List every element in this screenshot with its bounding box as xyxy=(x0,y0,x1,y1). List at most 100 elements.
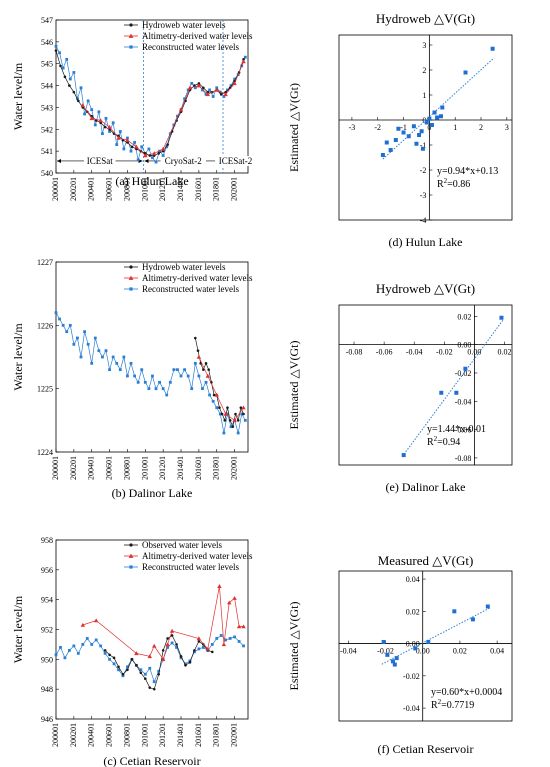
reconstructed-point xyxy=(58,51,61,55)
scatter-point xyxy=(452,609,457,614)
y-tick-label: 954 xyxy=(41,596,53,605)
reconstructed-point xyxy=(219,634,223,637)
scatter-point xyxy=(439,390,444,395)
reconstructed-point xyxy=(79,86,83,90)
mission-label-bg xyxy=(160,155,206,166)
hydroweb-point xyxy=(219,93,223,96)
x-tick-label: 0 xyxy=(427,123,431,132)
mission-arrow xyxy=(144,158,149,163)
fit-equation: y=1.44*x-0.01 xyxy=(427,424,486,435)
x-tick-label: -0.06 xyxy=(376,348,393,357)
y-tick-label: 547 xyxy=(41,16,53,25)
scatter-point xyxy=(392,662,397,667)
reconstructed-point xyxy=(201,88,204,92)
scatter-point xyxy=(427,116,432,121)
reconstructed-point xyxy=(72,342,76,346)
y-axis-label: Water level/m xyxy=(11,595,25,663)
reconstructed-point xyxy=(99,644,103,648)
scatter-point xyxy=(396,126,401,131)
scatter-point xyxy=(393,138,398,142)
fit-line xyxy=(401,319,504,457)
reconstructed-point xyxy=(118,130,122,133)
reconstructed-point xyxy=(157,669,161,673)
legend-marker xyxy=(129,287,133,291)
reconstructed-point xyxy=(229,84,233,87)
y-tick-label: -0.04 xyxy=(403,704,420,713)
scatter-point xyxy=(384,140,389,145)
hydroweb-point xyxy=(179,655,183,658)
reconstructed-point xyxy=(140,145,144,149)
reconstructed-point xyxy=(122,355,126,359)
x-tick-label: 201201 xyxy=(158,723,167,747)
legend-entry: Observed water levels xyxy=(142,540,222,550)
reconstructed-point xyxy=(72,71,76,74)
hydroweb-point xyxy=(226,406,229,409)
x-tick-label: -3 xyxy=(349,123,356,132)
reconstructed-point xyxy=(61,66,65,70)
fit-line xyxy=(382,57,495,160)
reconstructed-point xyxy=(226,412,229,416)
legend-marker xyxy=(129,45,133,49)
reconstructed-point xyxy=(93,123,97,127)
reconstructed-point xyxy=(117,668,120,672)
altimetry-point xyxy=(169,628,175,633)
chart-title: Hydroweb △V(Gt) xyxy=(376,11,475,26)
reconstructed-point xyxy=(197,374,201,378)
reconstructed-point xyxy=(188,659,192,663)
reconstructed-point xyxy=(210,643,214,646)
legend-entry: Reconstructed water levels xyxy=(142,562,239,572)
reconstructed-point xyxy=(222,95,226,98)
altimetry-point xyxy=(241,405,246,410)
x-tick-label: 200201 xyxy=(69,723,78,747)
fit-equation: y=0.94*x+0.13 xyxy=(437,166,498,177)
x-tick-label: 201001 xyxy=(140,177,149,201)
reconstructed-point xyxy=(152,680,156,684)
chart-caption: (b) Dalinor Lake xyxy=(112,486,193,500)
hydroweb-point xyxy=(130,658,134,661)
reconstructed-series-line xyxy=(55,46,246,163)
altimetry-point xyxy=(134,144,139,149)
reconstructed-point xyxy=(161,387,165,391)
reconstructed-point xyxy=(65,330,69,334)
y-tick-label: 2 xyxy=(422,66,426,75)
reconstructed-point xyxy=(161,154,165,157)
r-squared: R2=0.86 xyxy=(437,177,470,190)
hydroweb-point xyxy=(207,368,211,371)
x-tick-label: 200801 xyxy=(122,177,131,201)
reconstructed-point xyxy=(139,668,143,672)
hydroweb-point xyxy=(242,412,245,416)
y-tick-label: 0.00 xyxy=(457,341,471,350)
scatter-point xyxy=(388,148,393,152)
hydroweb-point xyxy=(112,656,116,660)
altimetry-point xyxy=(205,373,211,378)
x-tick-label: 201401 xyxy=(176,177,185,201)
reconstructed-point xyxy=(79,355,83,359)
reconstructed-point xyxy=(197,647,201,651)
reconstructed-point xyxy=(97,110,101,114)
x-tick-label: 201601 xyxy=(194,177,203,201)
scatter-chart-e: -0.08 -0.06 -0.04 -0.02 0.00 0.02 -0.08 -0.06 -0… xyxy=(287,281,513,494)
y-tick-label: -0.08 xyxy=(455,454,472,463)
reconstructed-point xyxy=(208,88,211,92)
reconstructed-point xyxy=(165,145,169,149)
reconstructed-point xyxy=(236,431,240,435)
x-tick-label: -0.02 xyxy=(377,647,394,656)
reconstructed-point xyxy=(86,342,90,346)
altimetry-point xyxy=(205,646,211,651)
altimetry-point xyxy=(187,85,193,90)
x-tick-label: 200801 xyxy=(122,723,131,747)
hydroweb-point xyxy=(188,661,192,664)
reconstructed-point xyxy=(215,637,219,640)
altimetry-point xyxy=(196,636,202,641)
hydroweb-point xyxy=(231,425,235,428)
x-tick-label: 201801 xyxy=(212,723,221,747)
hydroweb-point xyxy=(234,412,237,416)
x-tick-label: 201001 xyxy=(140,723,149,747)
x-tick-label: 2 xyxy=(479,123,483,132)
reconstructed-point xyxy=(108,657,111,661)
legend-entry: Altimetry-derived water levels xyxy=(142,273,253,283)
reconstructed-point xyxy=(76,336,79,340)
x-tick-label: 201201 xyxy=(158,456,167,480)
reconstructed-point xyxy=(166,646,170,649)
